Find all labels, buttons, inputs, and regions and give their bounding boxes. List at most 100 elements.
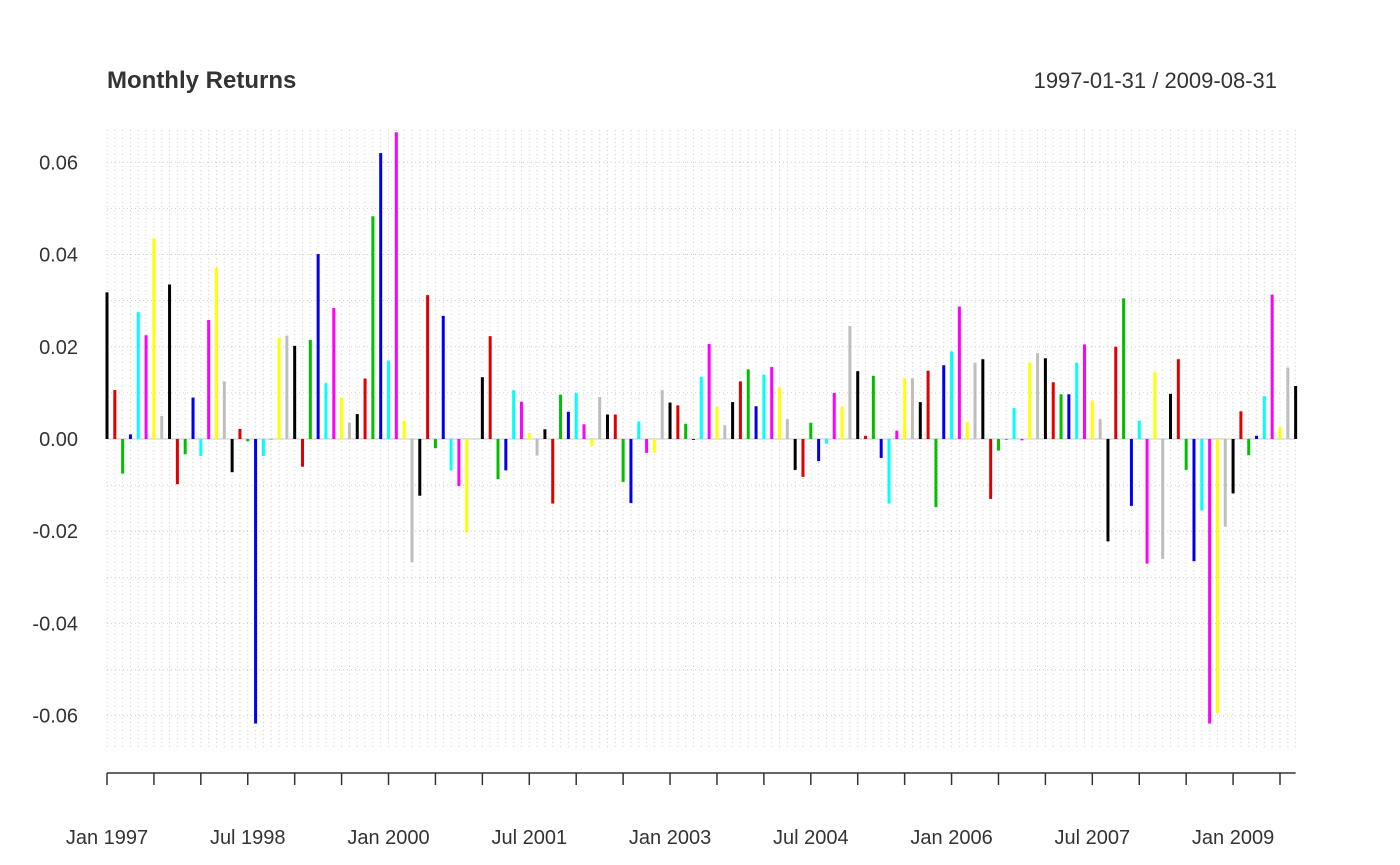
y-tick-label: -0.04 — [32, 613, 78, 635]
return-bar — [1215, 439, 1219, 714]
return-bar — [535, 439, 539, 456]
return-bar — [551, 439, 555, 504]
return-bar — [1270, 294, 1274, 439]
return-bar — [293, 345, 297, 439]
return-bar — [1239, 411, 1243, 439]
chart-title: Monthly Returns — [107, 67, 296, 94]
return-bar — [246, 439, 250, 442]
return-bar — [817, 439, 821, 462]
return-bar — [864, 435, 868, 439]
return-bar — [1129, 439, 1133, 506]
return-bar — [175, 439, 179, 485]
return-bar — [269, 439, 273, 440]
return-bar — [605, 414, 609, 439]
return-bar — [261, 439, 265, 457]
return-bar — [214, 267, 218, 439]
return-bar — [316, 254, 320, 439]
return-bar — [989, 439, 993, 499]
return-bar — [582, 424, 586, 439]
x-tick-label: Jul 2007 — [1055, 827, 1131, 849]
return-bar — [684, 423, 688, 439]
return-bar — [371, 216, 375, 439]
return-bar — [895, 430, 899, 439]
return-bar — [222, 381, 226, 439]
return-bar — [973, 362, 977, 439]
return-bar — [363, 378, 367, 439]
return-bar — [926, 370, 930, 439]
return-bar — [1051, 382, 1055, 439]
return-bar — [527, 433, 531, 439]
date-range: 1997-01-31 / 2009-08-31 — [1034, 68, 1277, 93]
return-bar — [762, 374, 766, 439]
return-bar — [801, 439, 805, 477]
return-bar — [465, 439, 469, 533]
return-bar — [918, 402, 922, 439]
return-bar — [449, 439, 453, 471]
return-bar — [340, 397, 344, 439]
return-bar — [699, 376, 703, 439]
return-bar — [645, 439, 649, 453]
return-bar — [957, 306, 961, 439]
return-bar — [394, 132, 398, 439]
return-bar — [746, 369, 750, 439]
return-bar — [903, 378, 907, 439]
return-bar — [1262, 396, 1266, 439]
return-bar — [230, 439, 234, 473]
return-bar — [668, 402, 672, 439]
return-bar — [778, 387, 782, 439]
return-bar — [418, 439, 422, 496]
y-axis: 0.06 0.04 0.02 0.00 -0.02 -0.04 -0.06 — [32, 152, 78, 727]
return-bar — [738, 381, 742, 439]
return-bar — [387, 360, 391, 439]
return-bar — [559, 394, 563, 439]
return-bar — [183, 439, 187, 455]
return-bar — [1075, 362, 1079, 439]
x-tick-label: Jul 2004 — [773, 827, 849, 849]
x-tick-label: Jan 2000 — [347, 827, 429, 849]
return-bar — [770, 367, 774, 439]
return-bar — [1294, 385, 1298, 439]
return-bar — [856, 371, 860, 439]
return-bar — [519, 401, 523, 439]
return-bar — [574, 392, 578, 439]
return-bar — [1169, 393, 1173, 439]
bars — [105, 132, 1298, 724]
y-tick-label: -0.02 — [32, 521, 78, 543]
return-bar — [1153, 372, 1157, 439]
return-bar — [1223, 439, 1227, 527]
return-bar — [1161, 439, 1165, 559]
return-bar — [692, 439, 695, 440]
return-bar — [887, 439, 891, 504]
return-bar — [402, 420, 406, 439]
return-bar — [1028, 362, 1032, 439]
return-bar — [1004, 439, 1008, 440]
return-bar — [128, 434, 132, 439]
return-bar — [480, 377, 484, 439]
return-bar — [1200, 439, 1204, 511]
return-bar — [433, 439, 437, 449]
return-bar — [1090, 400, 1094, 439]
return-bar — [1083, 344, 1086, 439]
return-bar — [332, 308, 336, 439]
return-bar — [191, 397, 195, 439]
return-bar — [942, 365, 946, 439]
return-bar — [199, 439, 203, 457]
return-bar — [1255, 435, 1259, 439]
return-bar — [379, 153, 383, 440]
return-bar — [629, 439, 633, 504]
return-bar — [347, 422, 351, 439]
return-bar — [1231, 439, 1235, 494]
return-bar — [144, 335, 148, 439]
return-bar — [1043, 358, 1047, 439]
return-bar — [637, 421, 641, 439]
return-bar — [996, 439, 1000, 451]
return-bar — [598, 397, 602, 439]
return-bar — [152, 238, 156, 439]
x-axis: Jan 1997 Jul 1998 Jan 2000 Jul 2001 Jan 2003… — [66, 772, 1296, 849]
return-bar — [207, 320, 211, 439]
return-bar — [285, 335, 289, 439]
return-bar — [1286, 367, 1290, 439]
return-bar — [238, 428, 242, 439]
return-bar — [426, 295, 430, 439]
return-bar — [1278, 427, 1282, 439]
